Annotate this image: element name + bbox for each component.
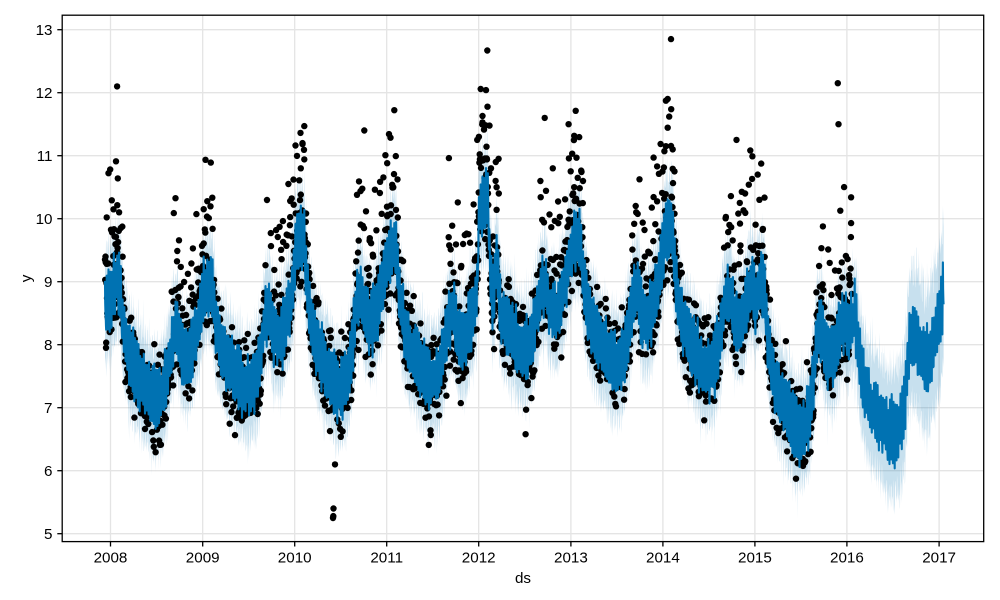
svg-text:2015: 2015	[738, 549, 772, 566]
svg-text:12: 12	[36, 85, 53, 102]
svg-text:5: 5	[44, 526, 52, 543]
svg-text:2016: 2016	[830, 549, 864, 566]
svg-text:2013: 2013	[554, 549, 588, 566]
svg-text:2010: 2010	[278, 549, 312, 566]
svg-text:2012: 2012	[462, 549, 496, 566]
svg-text:2014: 2014	[646, 549, 680, 566]
svg-text:9: 9	[44, 274, 52, 291]
svg-text:ds: ds	[515, 570, 531, 587]
svg-text:2011: 2011	[370, 549, 403, 566]
svg-text:2017: 2017	[922, 549, 956, 566]
svg-text:7: 7	[44, 400, 52, 417]
svg-text:y: y	[18, 274, 35, 282]
svg-text:13: 13	[36, 22, 53, 39]
svg-text:2008: 2008	[94, 549, 128, 566]
svg-text:2009: 2009	[186, 549, 220, 566]
svg-text:11: 11	[37, 148, 53, 165]
svg-text:10: 10	[36, 211, 53, 228]
svg-text:8: 8	[44, 337, 52, 354]
svg-text:6: 6	[44, 463, 52, 480]
